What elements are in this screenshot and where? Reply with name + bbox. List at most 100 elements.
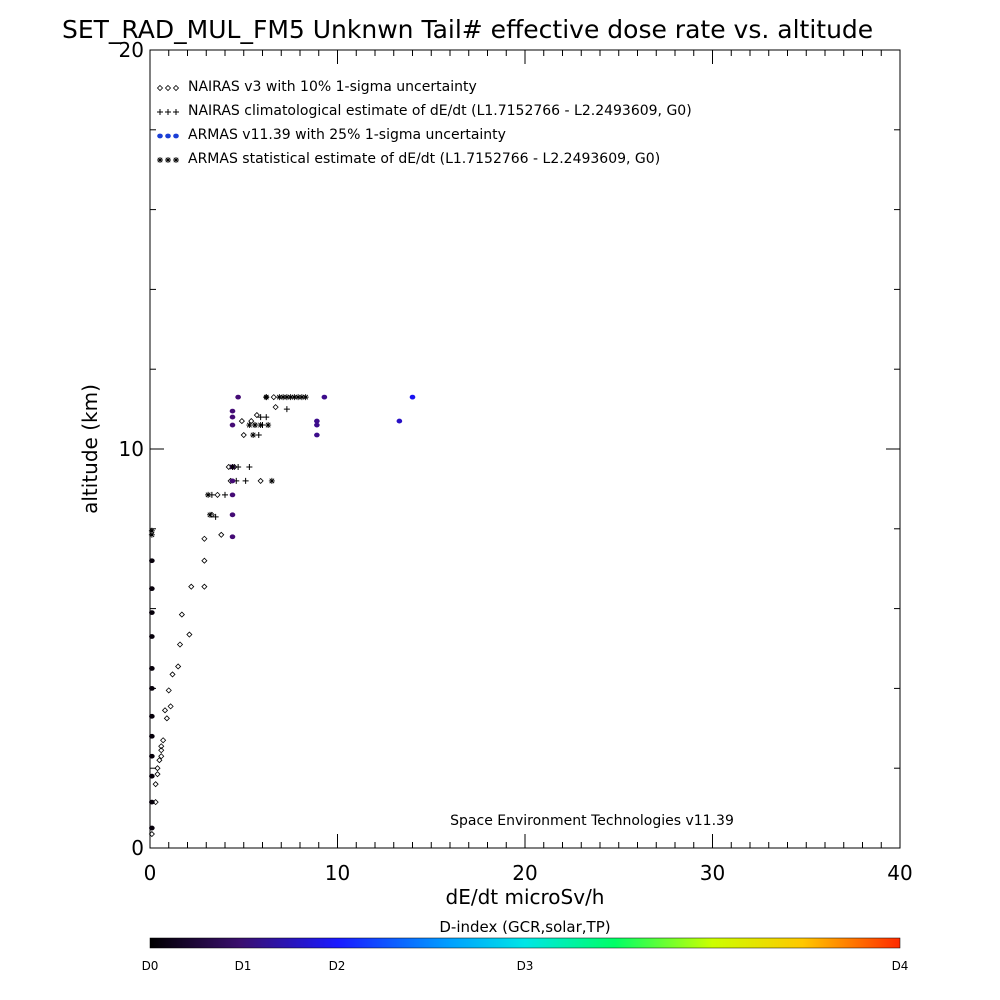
colorbar-ticks: D0 D1 D2 D3 D4 <box>142 959 909 973</box>
nairas-v3-point <box>169 671 176 678</box>
armas-point <box>229 408 236 414</box>
nairas-v3-point <box>240 431 247 439</box>
armas-point <box>229 492 236 498</box>
armas-point <box>149 586 155 592</box>
y-tick-label: 20 <box>119 38 144 62</box>
armas-point <box>149 610 155 615</box>
armas-statistical-point <box>298 394 305 401</box>
armas-statistical-point <box>295 394 302 401</box>
armas-points <box>149 394 416 831</box>
nairas-v3-point <box>201 557 208 564</box>
armas-point <box>149 634 155 639</box>
legend-nairas-climatological-marker <box>173 109 179 115</box>
armas-point <box>321 394 328 400</box>
chart-title: SET_RAD_MUL_FM5 Unknwn Tail# effective d… <box>62 15 873 44</box>
y-tick-label: 0 <box>131 836 144 860</box>
colorbar <box>149 937 901 949</box>
colorbar-tick-label: D3 <box>517 959 534 973</box>
nairas-v3-point <box>158 753 165 760</box>
nairas-v3-point <box>176 641 184 648</box>
armas-statistical-point <box>246 422 253 429</box>
colorbar-tick-label: D0 <box>142 959 159 973</box>
legend-nairas-climatological-marker <box>157 109 163 115</box>
armas-statistical-point <box>276 394 283 401</box>
armas-point <box>149 666 155 671</box>
nairas-v3-point <box>161 707 169 714</box>
legend-armas-statistical-marker <box>157 157 163 163</box>
legend-nairas-v3-label: NAIRAS v3 with 10% 1-sigma uncertainty <box>188 79 477 95</box>
armas-point <box>149 558 155 564</box>
credit-text: Space Environment Technologies v11.39 <box>450 813 734 829</box>
armas-statistical-point <box>250 432 257 439</box>
nairas-v3-point <box>253 412 260 419</box>
x-tick-label: 10 <box>325 861 350 885</box>
colorbar-tick-label: D1 <box>235 959 252 973</box>
legend-armas-marker <box>157 133 163 139</box>
armas-point <box>149 713 155 719</box>
armas-point <box>314 422 320 428</box>
armas-point <box>229 512 236 518</box>
nairas-v3-point <box>214 491 221 498</box>
x-tick-label: 0 <box>144 861 157 885</box>
nairas-v3-point <box>270 394 277 401</box>
legend-armas-statistical-label: ARMAS statistical estimate of dE/dt (L1.… <box>188 151 660 167</box>
armas-point <box>314 432 320 438</box>
x-axis-label: dE/dt microSv/h <box>446 885 605 909</box>
armas-point <box>229 534 236 540</box>
nairas-v3-point <box>201 583 208 590</box>
nairas-climatological-point <box>246 463 253 470</box>
armas-statistical-point <box>252 422 258 429</box>
colorbar-title: D-index (GCR,solar,TP) <box>439 918 610 936</box>
nairas-v3-point <box>154 765 161 772</box>
nairas-v3-points <box>148 394 279 838</box>
armas-point <box>229 422 236 428</box>
legend-armas-marker <box>165 133 171 139</box>
legend-armas-statistical-marker <box>165 157 171 163</box>
nairas-v3-point <box>152 781 159 788</box>
armas-point <box>149 773 155 779</box>
legend: NAIRAS v3 with 10% 1-sigma uncertainty NA… <box>156 79 692 167</box>
armas-point <box>235 394 241 400</box>
axis-ticks <box>149 49 901 849</box>
legend-nairas-v3-marker <box>172 84 180 92</box>
armas-statistical-point <box>229 463 236 470</box>
legend-armas-statistical-marker <box>173 157 179 163</box>
nairas-v3-point <box>167 703 174 710</box>
armas-statistical-point <box>280 394 287 401</box>
armas-statistical-point <box>291 394 298 401</box>
armas-statistical-point <box>257 422 264 429</box>
nairas-v3-point <box>154 771 161 778</box>
nairas-v3-point <box>188 583 195 590</box>
armas-point <box>314 418 320 424</box>
armas-statistical-point <box>302 394 309 401</box>
armas-statistical-point <box>205 491 212 498</box>
nairas-climatological-point <box>242 477 249 484</box>
y-axis-label: altitude (km) <box>78 384 102 514</box>
colorbar-tick-label: D2 <box>329 959 346 973</box>
nairas-v3-point <box>158 743 165 750</box>
armas-point <box>229 478 236 484</box>
armas-statistical-points <box>148 394 309 538</box>
armas-statistical-point <box>287 394 294 401</box>
nairas-v3-point <box>160 737 167 744</box>
nairas-v3-point <box>156 757 163 764</box>
x-tick-label: 30 <box>700 861 725 885</box>
legend-armas-label: ARMAS v11.39 with 25% 1-sigma uncertaint… <box>188 127 506 143</box>
armas-point <box>149 799 155 805</box>
plot-frame <box>149 49 901 849</box>
nairas-v3-point <box>158 747 165 754</box>
y-tick-label: 10 <box>119 437 144 461</box>
armas-point <box>149 753 155 759</box>
armas-point <box>396 418 403 424</box>
armas-point <box>149 825 155 831</box>
legend-nairas-climatological-marker <box>165 109 171 115</box>
armas-statistical-point <box>263 394 270 401</box>
legend-nairas-v3-marker <box>164 84 172 92</box>
x-tick-label: 40 <box>887 861 912 885</box>
armas-statistical-point <box>265 422 272 429</box>
armas-statistical-point <box>148 531 155 538</box>
nairas-v3-point <box>186 631 193 638</box>
armas-statistical-point <box>148 527 155 534</box>
nairas-climatological-point <box>222 491 228 498</box>
